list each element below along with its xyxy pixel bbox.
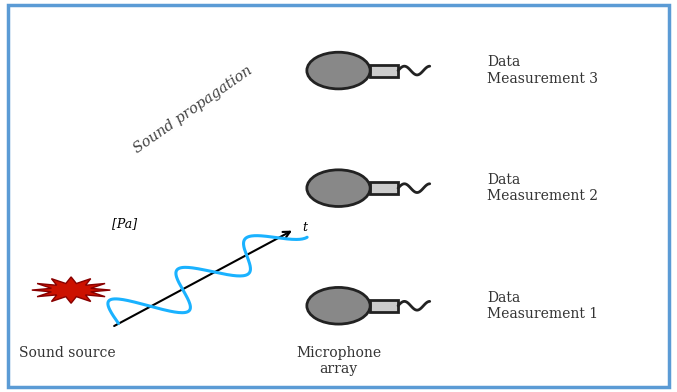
- Text: Data
Measurement 1: Data Measurement 1: [487, 290, 598, 321]
- Bar: [370, 300, 398, 312]
- Circle shape: [307, 287, 370, 324]
- Text: Microphone
array: Microphone array: [296, 345, 381, 376]
- Bar: [370, 182, 398, 194]
- Text: t: t: [303, 221, 307, 234]
- Circle shape: [307, 52, 370, 89]
- Bar: [370, 65, 398, 76]
- Circle shape: [307, 170, 370, 207]
- Text: Sound source: Sound source: [20, 346, 116, 360]
- Text: [Pa]: [Pa]: [112, 217, 137, 230]
- Text: Data
Measurement 2: Data Measurement 2: [487, 173, 598, 203]
- Polygon shape: [32, 277, 110, 303]
- Text: Sound propagation: Sound propagation: [131, 64, 255, 156]
- Text: Data
Measurement 3: Data Measurement 3: [487, 55, 598, 86]
